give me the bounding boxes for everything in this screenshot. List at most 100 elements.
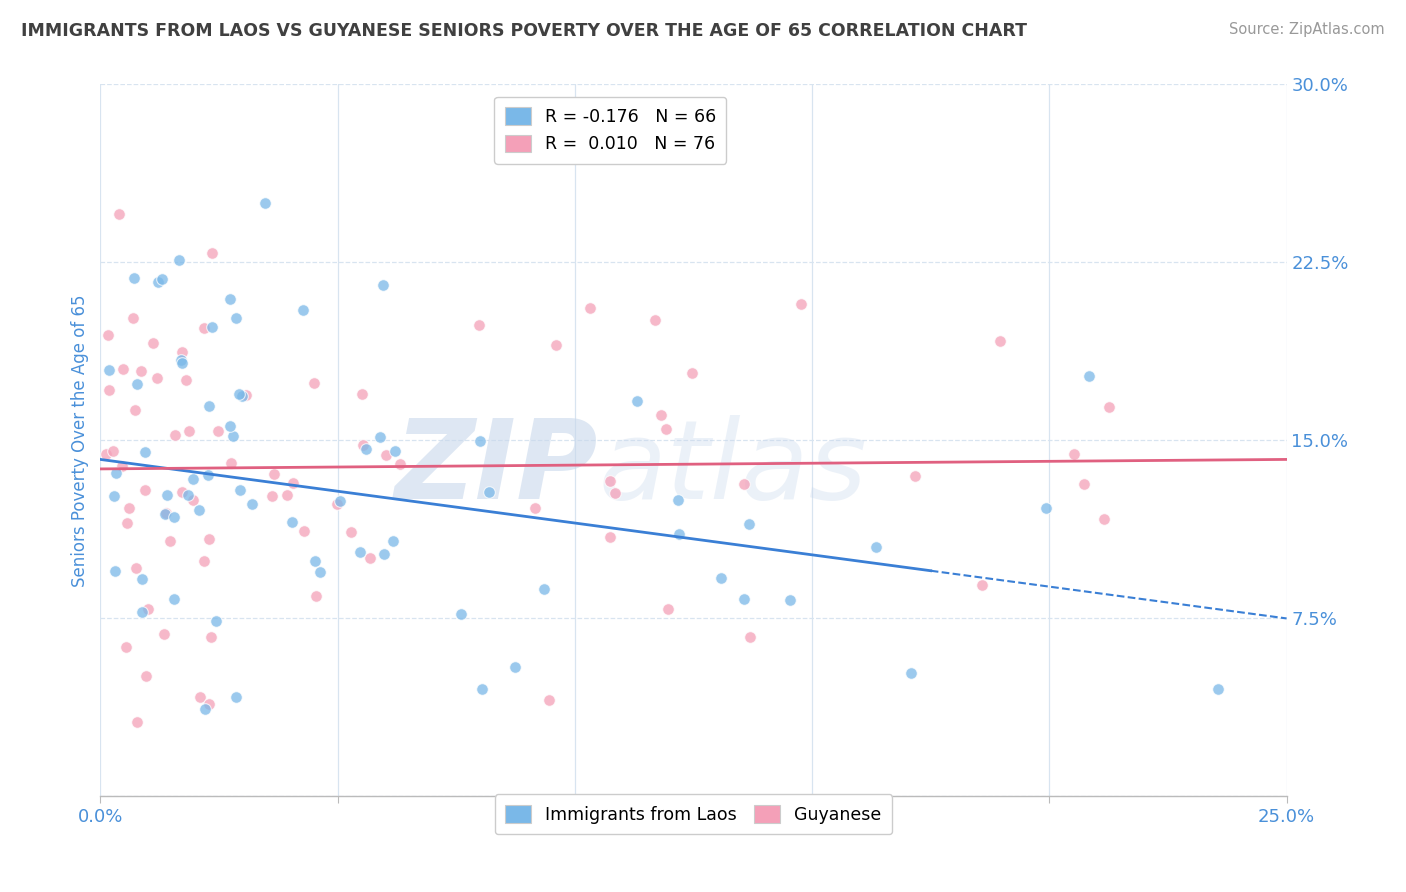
Point xyxy=(174,373,197,387)
Point xyxy=(1077,369,1099,384)
Point xyxy=(97,363,120,377)
Point xyxy=(326,497,349,511)
Point xyxy=(228,483,250,498)
Point xyxy=(219,418,242,433)
Point xyxy=(201,246,224,260)
Point xyxy=(281,515,304,529)
Point xyxy=(198,697,221,711)
Point xyxy=(104,564,127,578)
Point xyxy=(163,591,186,606)
Point xyxy=(352,386,374,401)
Point xyxy=(1206,682,1229,697)
Point xyxy=(349,545,371,559)
Point xyxy=(163,509,186,524)
Point xyxy=(668,527,690,541)
Point xyxy=(304,554,326,568)
Point xyxy=(309,565,332,579)
Point xyxy=(117,500,139,515)
Point xyxy=(291,303,314,318)
Point xyxy=(177,488,200,502)
Point xyxy=(904,468,927,483)
Point xyxy=(470,434,492,448)
Point xyxy=(225,690,247,704)
Point xyxy=(124,271,146,285)
Point xyxy=(181,472,204,486)
Point xyxy=(172,356,194,370)
Point xyxy=(471,681,494,696)
Point xyxy=(201,320,224,334)
Point xyxy=(222,429,245,443)
Point xyxy=(740,630,762,644)
Point xyxy=(1063,447,1085,461)
Text: IMMIGRANTS FROM LAOS VS GUYANESE SENIORS POVERTY OVER THE AGE OF 65 CORRELATION : IMMIGRANTS FROM LAOS VS GUYANESE SENIORS… xyxy=(21,22,1028,40)
Point xyxy=(129,364,152,378)
Point xyxy=(219,293,242,307)
Point xyxy=(544,338,567,352)
Point xyxy=(523,501,546,516)
Point xyxy=(163,427,186,442)
Y-axis label: Seniors Poverty Over the Age of 65: Seniors Poverty Over the Age of 65 xyxy=(72,294,89,587)
Point xyxy=(142,336,165,351)
Point xyxy=(146,275,169,289)
Point xyxy=(537,693,560,707)
Point xyxy=(657,602,679,616)
Point xyxy=(97,328,120,343)
Point xyxy=(134,445,156,459)
Point xyxy=(124,403,146,417)
Point xyxy=(197,532,219,546)
Point xyxy=(339,524,361,539)
Point xyxy=(599,531,621,545)
Point xyxy=(111,458,134,473)
Point xyxy=(177,424,200,438)
Point xyxy=(738,516,761,531)
Point xyxy=(96,448,118,462)
Point xyxy=(260,489,283,503)
Point xyxy=(533,582,555,596)
Point xyxy=(681,367,703,381)
Point xyxy=(153,627,176,641)
Point xyxy=(198,400,221,414)
Point xyxy=(207,424,229,438)
Point xyxy=(467,318,489,332)
Point xyxy=(352,438,374,452)
Point xyxy=(970,578,993,592)
Point xyxy=(650,409,672,423)
Point xyxy=(368,430,391,444)
Point xyxy=(221,456,243,470)
Point xyxy=(668,492,690,507)
Point xyxy=(254,195,277,210)
Point xyxy=(329,493,352,508)
Legend: Immigrants from Laos, Guyanese: Immigrants from Laos, Guyanese xyxy=(495,795,891,834)
Point xyxy=(990,334,1012,349)
Point xyxy=(181,493,204,508)
Point xyxy=(235,387,257,401)
Point xyxy=(354,442,377,456)
Point xyxy=(131,572,153,586)
Point xyxy=(302,376,325,390)
Point xyxy=(865,541,887,555)
Point xyxy=(263,467,285,481)
Point xyxy=(114,640,136,654)
Point xyxy=(197,468,219,483)
Point xyxy=(155,506,177,520)
Point xyxy=(131,605,153,619)
Point xyxy=(194,701,217,715)
Point xyxy=(146,371,169,385)
Point xyxy=(121,311,143,326)
Point xyxy=(103,489,125,503)
Point xyxy=(125,561,148,575)
Point xyxy=(97,384,120,398)
Point xyxy=(231,389,253,403)
Point xyxy=(167,253,190,268)
Point xyxy=(384,443,406,458)
Point xyxy=(135,669,157,683)
Text: Source: ZipAtlas.com: Source: ZipAtlas.com xyxy=(1229,22,1385,37)
Point xyxy=(599,474,621,488)
Point xyxy=(125,714,148,729)
Point xyxy=(450,607,472,622)
Point xyxy=(134,483,156,497)
Point xyxy=(294,524,316,539)
Point xyxy=(193,320,215,334)
Text: atlas: atlas xyxy=(599,416,868,523)
Point xyxy=(104,466,127,480)
